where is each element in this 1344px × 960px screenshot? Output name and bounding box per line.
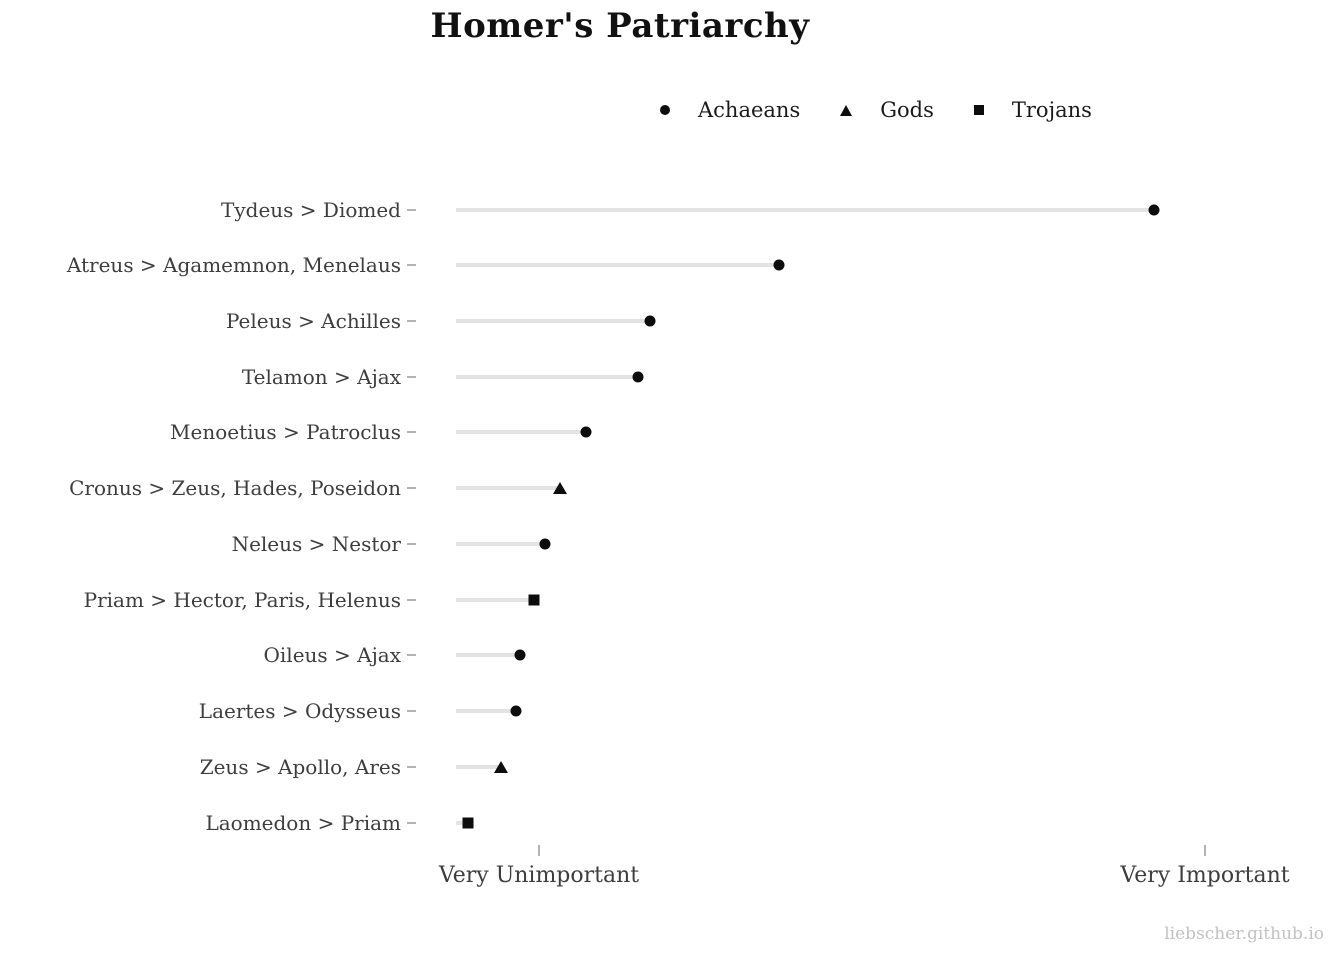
lollipop-stem [455, 709, 516, 714]
x-axis-label-left: Very Unimportant [438, 863, 640, 888]
y-axis-tick [407, 264, 416, 267]
legend-item-gods: Gods [840, 98, 934, 122]
legend-item-achaeans: Achaeans [660, 98, 800, 122]
y-axis-tick [407, 654, 416, 657]
lollipop-stem [455, 541, 545, 546]
category-label: Priam > Hector, Paris, Helenus [83, 587, 401, 612]
triangle-marker-icon [840, 104, 853, 116]
y-axis-tick [407, 821, 416, 824]
legend-label: Achaeans [698, 98, 801, 122]
y-axis-tick [407, 319, 416, 322]
legend-label: Trojans [1011, 98, 1092, 122]
lollipop-stem [455, 207, 1154, 212]
circle-marker-icon [773, 259, 785, 271]
x-axis-tick-left [538, 845, 540, 856]
legend: Achaeans Gods Trojans [660, 98, 1092, 122]
category-label: Zeus > Apollo, Ares [199, 754, 401, 779]
lollipop-stem [455, 653, 520, 658]
x-axis-label-right: Very Important [1120, 863, 1290, 888]
y-axis-tick [407, 542, 416, 545]
x-axis-tick-right [1204, 845, 1206, 856]
category-label: Atreus > Agamemnon, Menelaus [66, 253, 401, 278]
category-label: Neleus > Nestor [231, 531, 401, 556]
circle-marker-icon [644, 315, 656, 327]
legend-item-trojans: Trojans [973, 98, 1092, 122]
lollipop-stem [455, 374, 639, 379]
y-axis-tick [407, 765, 416, 768]
category-label: Oileus > Ajax [263, 643, 402, 668]
legend-label: Gods [880, 98, 934, 122]
category-label: Cronus > Zeus, Hades, Poseidon [69, 476, 401, 501]
circle-marker-icon [1148, 204, 1160, 215]
y-axis-tick [407, 431, 416, 434]
category-label: Laomedon > Priam [205, 810, 401, 835]
category-label: Telamon > Ajax [241, 364, 401, 389]
lollipop-stem [455, 430, 587, 435]
square-marker-icon [462, 817, 474, 829]
lollipop-stem [455, 820, 468, 825]
y-axis-tick [407, 487, 416, 490]
circle-marker-icon [632, 371, 644, 383]
lollipop-stem [455, 318, 651, 323]
circle-marker-icon [580, 426, 592, 438]
lollipop-stem [455, 486, 561, 491]
circle-marker-icon [514, 649, 526, 661]
y-axis-tick [407, 598, 416, 601]
square-marker-icon [973, 105, 984, 115]
category-label: Peleus > Achilles [225, 308, 401, 333]
y-axis-tick [407, 710, 416, 713]
circle-marker-icon [539, 538, 551, 550]
y-axis-tick [407, 375, 416, 378]
lollipop-stem [455, 597, 534, 602]
y-axis-tick [407, 208, 416, 211]
circle-marker-icon [660, 105, 670, 115]
category-label: Laertes > Odysseus [198, 699, 401, 724]
square-marker-icon [528, 594, 540, 606]
triangle-marker-icon [494, 760, 509, 773]
circle-marker-icon [510, 705, 522, 717]
category-label: Tydeus > Diomed [221, 197, 401, 222]
triangle-marker-icon [553, 482, 568, 495]
category-label: Menoetius > Patroclus [170, 420, 401, 445]
chart-title: Homer's Patriarchy [430, 6, 810, 46]
lollipop-stem [455, 263, 779, 268]
lollipop-stem [455, 764, 502, 769]
watermark: liebscher.github.io [1164, 924, 1324, 944]
